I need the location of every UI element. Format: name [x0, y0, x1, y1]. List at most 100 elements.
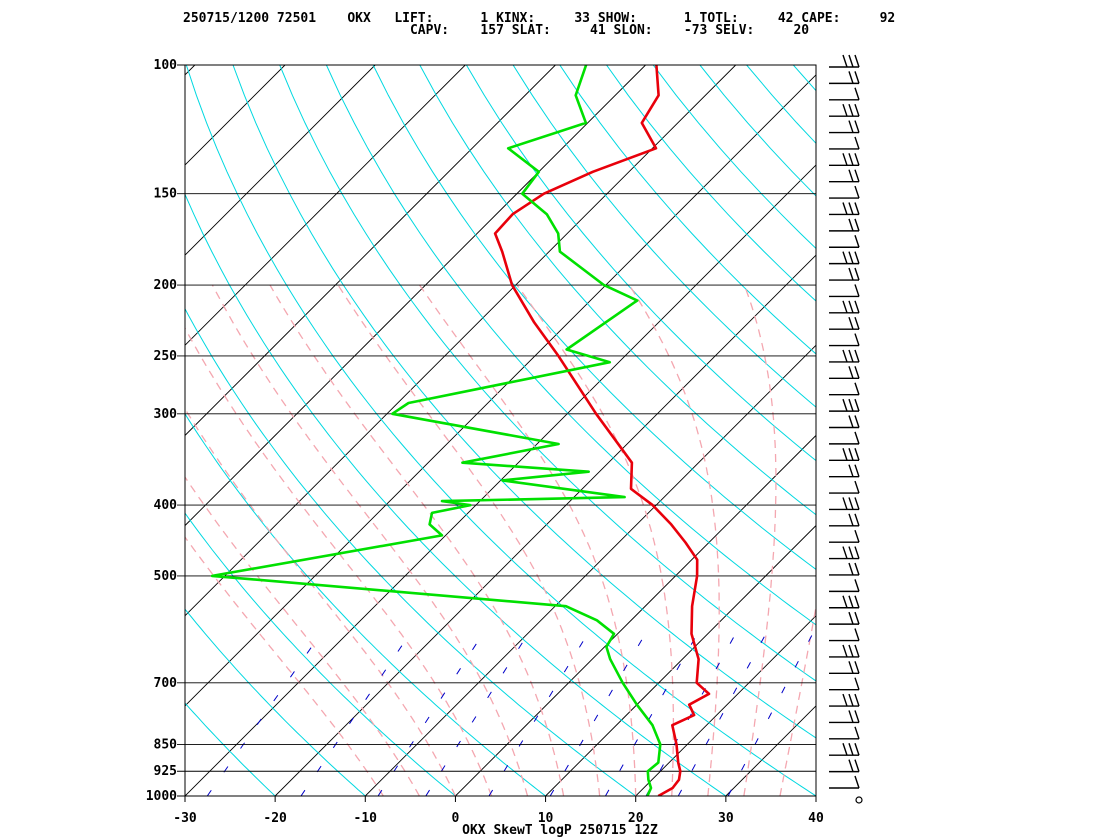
- barb-feather: [842, 546, 848, 559]
- barb-feather: [848, 153, 854, 166]
- barb-feather: [848, 661, 854, 674]
- header-line-1: 250715/1200 72501 OKX LIFT: 1 KINX: 33 S…: [183, 11, 895, 26]
- barb-feather: [848, 595, 854, 608]
- mixing-ratio-line: [549, 633, 646, 796]
- wind-barb: [829, 431, 860, 445]
- moist-adiabat-line: [185, 326, 493, 796]
- barb-feather: [848, 562, 854, 576]
- barb-feather: [854, 775, 860, 789]
- isotherm-line: [0, 65, 105, 796]
- wind-barb: [829, 153, 860, 167]
- profile-series: [210, 65, 711, 796]
- wind-barb: [829, 562, 860, 576]
- barb-feather: [848, 251, 854, 264]
- calm-wind-circle: [855, 796, 863, 804]
- barb-feather: [854, 661, 860, 674]
- barb-feather: [842, 349, 848, 363]
- barb-feather: [848, 644, 854, 658]
- pressure-label: 925: [154, 764, 177, 779]
- isotherm-line: [0, 65, 15, 796]
- moist-adiabat-line: [269, 284, 565, 796]
- isotherm-line: [364, 344, 816, 796]
- barb-feather: [842, 448, 848, 461]
- moist-adiabat-line: [628, 284, 720, 796]
- wind-barb: [829, 103, 860, 117]
- barb-feather: [854, 169, 860, 182]
- mixing-ratio-line: [605, 633, 698, 796]
- barb-feather: [854, 120, 860, 133]
- dry-adiabat-line: [606, 65, 816, 302]
- barb-feather: [854, 710, 860, 723]
- barb-feather: [842, 251, 848, 264]
- barb-feather: [854, 579, 860, 592]
- isotherm-line: [274, 254, 816, 796]
- barb-feather: [854, 431, 860, 445]
- barb-feather: [848, 120, 854, 133]
- isotherm-line: [185, 65, 376, 256]
- barb-feather: [854, 202, 860, 215]
- barb-feather: [842, 497, 848, 510]
- wind-barb: [829, 415, 860, 429]
- pressure-label: 250: [154, 349, 178, 364]
- barb-feather: [854, 235, 860, 248]
- barb-feather: [854, 284, 860, 297]
- isotherm-line: [185, 74, 816, 707]
- barb-feather: [842, 202, 848, 215]
- barb-feather: [842, 153, 848, 166]
- wind-barb: [829, 628, 860, 642]
- wind-barb: [829, 448, 860, 461]
- barb-feather: [854, 54, 860, 68]
- pressure-tick-labels: 100 150 200 250 300 400 500 700 850 925 1000: [146, 58, 177, 804]
- barb-feather: [842, 693, 848, 707]
- barb-feather: [848, 366, 854, 379]
- isotherm-line: [185, 164, 816, 796]
- wind-barb: [829, 529, 860, 543]
- pressure-label: 500: [154, 569, 178, 584]
- wind-barb: [829, 87, 860, 101]
- barb-feather: [854, 218, 860, 232]
- wind-barb: [829, 300, 860, 314]
- barb-feather: [854, 513, 860, 527]
- dry-adiabat-line: [185, 795, 186, 796]
- barb-feather: [854, 87, 860, 100]
- barb-feather: [848, 759, 854, 772]
- wind-barb: [829, 267, 860, 281]
- barb-feather: [842, 644, 848, 658]
- dry-adiabat-line: [185, 512, 457, 796]
- wind-barb: [829, 382, 860, 396]
- wind-barb: [829, 218, 860, 232]
- wind-barb: [829, 693, 860, 707]
- wind-barb: [829, 677, 860, 691]
- moist-adiabat-line: [419, 284, 637, 796]
- barb-feather: [854, 251, 860, 264]
- barb-feather: [854, 366, 860, 379]
- wind-barb: [829, 546, 860, 560]
- barb-feather: [854, 743, 860, 756]
- barb-feather: [854, 71, 860, 84]
- isotherm-line: [185, 65, 286, 166]
- barb-feather: [854, 415, 860, 428]
- barb-feather: [848, 743, 854, 756]
- wind-barb: [829, 595, 860, 609]
- temperature-label: 20: [628, 811, 644, 826]
- mixing-ratio-line: [206, 633, 322, 796]
- barb-feather: [854, 562, 860, 576]
- dry-adiabat-line: [279, 65, 816, 682]
- wind-barb: [829, 710, 860, 724]
- isotherm-line: [725, 705, 816, 796]
- wind-barb: [829, 235, 860, 248]
- dry-adiabat-line: [512, 65, 816, 408]
- barb-feather: [842, 103, 848, 117]
- barb-feather: [854, 546, 860, 559]
- temperature-label: -10: [354, 811, 378, 826]
- barb-feather: [848, 218, 854, 232]
- dewpoint-profile: [210, 65, 662, 796]
- wind-barb: [829, 71, 860, 85]
- barb-feather: [854, 136, 860, 150]
- barb-feather: [854, 677, 860, 690]
- isotherm-line: [185, 65, 737, 617]
- wind-barb: [829, 284, 860, 298]
- dry-adiabat-line: [465, 65, 816, 462]
- barb-feather: [854, 497, 860, 510]
- dry-adiabat-line: [372, 65, 816, 571]
